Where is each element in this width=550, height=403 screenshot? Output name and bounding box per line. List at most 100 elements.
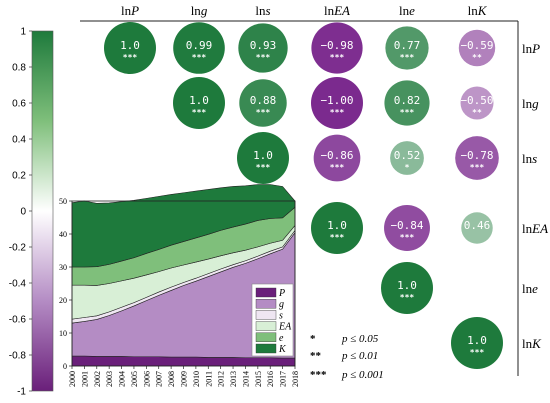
significance-stars: *** xyxy=(400,108,415,117)
inset-area-chart: 0 10 20 30 40 50 2000 2001 2002 2003 2004 2005 2006… xyxy=(56,184,306,403)
correlation-cell: 1.0*** xyxy=(451,317,503,369)
column-header: lnK xyxy=(468,3,488,18)
significance-stars: *** xyxy=(330,108,345,117)
x-tick-label: 2017 xyxy=(279,371,288,387)
correlation-cell: 0.52* xyxy=(390,141,424,175)
correlation-value: −0.59 xyxy=(460,39,493,52)
colorbar-tick-label: 0.6 xyxy=(12,99,26,110)
significance-stars: *** xyxy=(256,163,271,172)
correlation-circle xyxy=(104,22,156,74)
correlation-circle xyxy=(237,132,289,184)
significance-legend-stars: *** xyxy=(310,369,327,381)
colorbar-tick-label: -0.4 xyxy=(9,279,27,290)
colorbar-gradient xyxy=(31,30,54,392)
x-tick-label: 2011 xyxy=(204,371,213,387)
x-tick-label: 2006 xyxy=(142,371,151,387)
significance-stars: *** xyxy=(330,233,345,242)
significance-legend: * p ≤ 0.05 ** p ≤ 0.01 *** p ≤ 0.001 xyxy=(310,333,384,381)
colorbar-tick-label: -0.2 xyxy=(9,243,27,254)
column-header: lng xyxy=(191,3,208,18)
column-header: lnP xyxy=(121,3,139,18)
correlation-cell: 0.77*** xyxy=(385,26,429,70)
significance-stars: * xyxy=(405,163,410,172)
column-headers: lnP lng lns lnEA lne lnK xyxy=(121,3,488,18)
significance-stars: *** xyxy=(256,108,271,117)
correlation-value: 1.0 xyxy=(189,94,209,107)
correlation-cell: 1.0*** xyxy=(381,262,433,314)
x-tick-label: 2013 xyxy=(229,371,238,387)
x-tick-label: 2010 xyxy=(192,371,201,387)
correlation-cell: −0.98*** xyxy=(311,22,363,74)
correlation-value: 1.0 xyxy=(327,219,347,232)
significance-stars: ** xyxy=(472,53,482,62)
correlation-value: 0.82 xyxy=(394,94,421,107)
significance-stars: *** xyxy=(192,53,207,62)
row-headers: lnP lng lns lnEA lne lnK xyxy=(522,41,548,351)
correlation-value: −1.00 xyxy=(320,94,353,107)
y-tick-label: 0 xyxy=(63,362,67,371)
correlation-cell: −0.86*** xyxy=(313,134,361,182)
correlation-value: −0.78 xyxy=(460,149,493,162)
correlation-cell: 0.99*** xyxy=(173,22,225,74)
colorbar-tick-label: 1 xyxy=(20,27,26,38)
x-tick-label: 2005 xyxy=(130,371,139,387)
correlation-value: −0.84 xyxy=(390,219,423,232)
correlation-circle xyxy=(239,79,287,127)
x-tick-label: 2014 xyxy=(241,371,250,387)
x-tick-label: 2001 xyxy=(80,371,89,387)
correlation-circle xyxy=(455,136,499,180)
y-tick-label: 10 xyxy=(59,329,67,338)
significance-stars: *** xyxy=(330,53,345,62)
inset-x-axis: 2000 2001 2002 2003 2004 2005 2006 2007 2008 2009… xyxy=(68,366,300,387)
column-header: lne xyxy=(399,3,415,18)
column-header: lns xyxy=(255,3,270,18)
colorbar-tick-label: 0.2 xyxy=(12,171,26,182)
column-header: lnEA xyxy=(324,3,350,18)
significance-stars: *** xyxy=(400,293,415,302)
colorbar: 1 0.8 0.6 0.4 0.2 0 -0.2 -0.4 -0.6 -0.8 -1 xyxy=(9,27,54,398)
correlation-circle xyxy=(390,141,424,175)
y-tick-label: 50 xyxy=(59,197,67,206)
correlation-value: 1.0 xyxy=(120,39,140,52)
correlation-cell: 0.46 xyxy=(461,212,493,244)
x-tick-label: 2018 xyxy=(291,371,300,387)
row-header: lnEA xyxy=(522,221,548,236)
correlation-value: −0.86 xyxy=(320,149,353,162)
correlation-value: 0.99 xyxy=(186,39,213,52)
colorbar-tick-label: 0.8 xyxy=(12,63,26,74)
x-tick-label: 2007 xyxy=(155,371,164,387)
correlation-cell: 0.82*** xyxy=(384,80,430,126)
correlation-cell: −1.00*** xyxy=(311,77,363,129)
x-tick-label: 2008 xyxy=(167,371,176,387)
correlation-circle xyxy=(385,26,429,70)
colorbar-tick-label: -0.6 xyxy=(9,315,27,326)
correlation-cell: −0.50** xyxy=(460,86,494,120)
row-header: lnK xyxy=(522,336,542,351)
colorbar-tick-label: -0.8 xyxy=(9,351,27,362)
correlation-cell: 1.0*** xyxy=(104,22,156,74)
x-tick-label: 2002 xyxy=(93,371,102,387)
legend-swatch-s xyxy=(255,310,277,320)
significance-stars: *** xyxy=(123,53,138,62)
matrix-frame xyxy=(80,20,519,376)
correlation-circle xyxy=(458,29,496,67)
correlation-value: 1.0 xyxy=(467,334,487,347)
legend-label: g xyxy=(279,299,284,310)
correlation-cell: 1.0*** xyxy=(173,77,225,129)
x-tick-label: 2004 xyxy=(118,371,127,387)
significance-stars: ** xyxy=(472,108,482,117)
correlation-value: −0.50 xyxy=(460,94,493,107)
significance-legend-label: p ≤ 0.05 xyxy=(341,333,379,345)
significance-stars: *** xyxy=(470,163,485,172)
correlation-value: 0.52 xyxy=(394,149,421,162)
x-tick-label: 2000 xyxy=(68,371,77,387)
correlation-circle xyxy=(173,22,225,74)
colorbar-tick-label: 0 xyxy=(20,207,26,218)
legend-label: P xyxy=(278,288,285,299)
colorbar-tick-label: -1 xyxy=(17,387,26,398)
correlation-cells: 1.0***0.99***0.93***−0.98***0.77***−0.59… xyxy=(104,22,503,369)
correlation-circle xyxy=(311,22,363,74)
correlation-value: −0.98 xyxy=(320,39,353,52)
correlation-circle xyxy=(381,262,433,314)
